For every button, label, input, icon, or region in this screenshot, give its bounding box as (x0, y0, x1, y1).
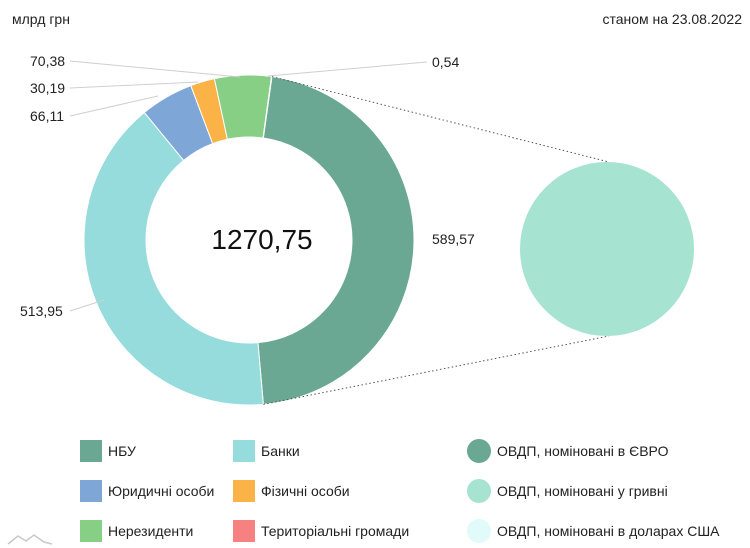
data-label-фізичні-особи: 30,19 (30, 80, 65, 96)
legend-label: Юридичні особи (108, 483, 215, 499)
data-label-юридичні-особи: 66,11 (30, 108, 64, 124)
legend-item: НБУ (80, 440, 136, 462)
legend-label: Нерезиденти (108, 523, 194, 539)
breakout-connector-bottom (263, 335, 610, 405)
legend-swatch-icon (80, 520, 102, 542)
legend-item: Юридичні особи (80, 480, 214, 502)
legend-item: ОВДП, номіновані в доларах США (467, 519, 720, 543)
legend-swatch-icon (233, 520, 255, 542)
leader-line-фізичні-особи (69, 81, 199, 89)
total-label: 1270,75 (211, 224, 312, 255)
leader-line-територіальні-громади (267, 61, 428, 77)
legend-item: Фізичні особи (233, 480, 350, 502)
legend-item: Банки (233, 440, 300, 462)
slice-територіальні-громади (262, 75, 273, 139)
breakout-slice-овдп-номіновані-у-гривні (520, 162, 694, 336)
legend-label: НБУ (108, 443, 136, 459)
legend-label: ОВДП, номіновані в доларах США (497, 523, 720, 539)
unit-label: млрд грн (12, 11, 70, 27)
leader-line-юридичні-особи (69, 95, 159, 117)
legend-swatch-icon (80, 440, 102, 462)
slice-нбу (257, 76, 415, 405)
data-label-банки: 513,95 (20, 303, 63, 319)
legend-item: Територіальні громади (233, 520, 409, 542)
data-label-територіальні-громади: 0,54 (432, 54, 459, 70)
legend-swatch-icon (233, 440, 255, 462)
legend-label: Фізичні особи (261, 483, 350, 499)
leader-line-нерезиденти (69, 60, 241, 78)
legend-label: ОВДП, номіновані у гривні (497, 483, 668, 499)
leader-line-банки (69, 299, 105, 312)
donut-chart: 1270,75 589,57 513,95 66,11 30,19 70,38 0,54 (20, 53, 694, 406)
legend-swatch-icon (233, 480, 255, 502)
legend-swatch-icon (467, 519, 491, 543)
legend-item: ОВДП, номіновані у гривні (467, 479, 668, 503)
legend-label: Банки (261, 443, 300, 459)
date-label: станом на 23.08.2022 (602, 11, 742, 27)
data-label-нерезиденти: 70,38 (30, 53, 65, 69)
legend-item: ОВДП, номіновані в ЄВРО (467, 439, 669, 463)
logo-icon (7, 534, 53, 545)
legend-item: Нерезиденти (80, 520, 193, 542)
data-label-нбу: 589,57 (432, 231, 475, 247)
slice-банки (83, 111, 264, 406)
legend-label: Територіальні громади (261, 523, 410, 539)
legend-swatch-icon (467, 479, 491, 503)
legend-swatch-icon (467, 439, 491, 463)
legend-label: ОВДП, номіновані в ЄВРО (497, 443, 669, 459)
legend-swatch-icon (80, 480, 102, 502)
